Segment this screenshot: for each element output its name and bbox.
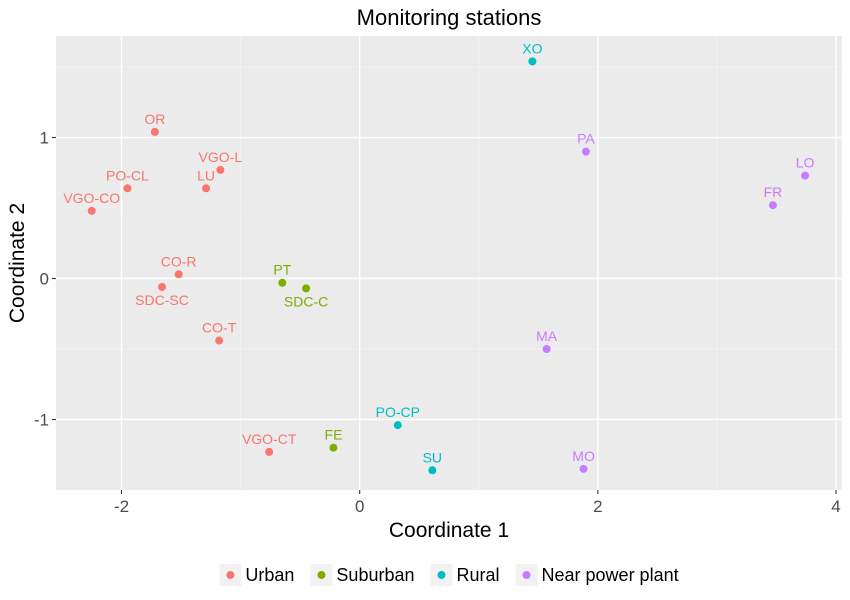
point-labels: OR VGO-L PO-CL LU VGO-CO CO-R SDC-SC CO-T VGO-CT…: [63, 40, 814, 465]
data-point-lo: [801, 171, 810, 180]
point-label-xo: XO: [522, 40, 542, 56]
point-label-fr: FR: [764, 184, 783, 200]
data-point-sdc-c: [302, 284, 311, 293]
data-point-lu: [202, 184, 211, 193]
data-point-co-t: [215, 336, 224, 345]
point-label-sdc-sc: SDC-SC: [135, 292, 189, 308]
plot-panel: [56, 36, 842, 490]
data-points: [87, 57, 810, 475]
x-axis-title: Coordinate 1: [389, 519, 509, 542]
data-point-fr: [768, 201, 777, 210]
point-label-po-cp: PO-CP: [376, 404, 420, 420]
point-label-co-t: CO-T: [202, 320, 237, 336]
data-point-mo: [579, 464, 588, 473]
data-point-su: [428, 466, 437, 475]
point-label-vgo-l: VGO-L: [199, 149, 243, 165]
x-tick-label: 2: [593, 497, 602, 516]
minor-gridlines: [56, 36, 842, 490]
data-point-pt: [278, 278, 287, 287]
legend-marker-near-power-plant: [522, 571, 531, 579]
point-label-or: OR: [144, 111, 165, 127]
data-point-ma: [542, 345, 551, 354]
x-tick-label: 0: [355, 497, 364, 516]
point-label-pa: PA: [577, 131, 595, 147]
data-point-vgo-co: [87, 206, 96, 215]
x-tick-label: -2: [114, 497, 129, 516]
data-point-xo: [528, 57, 537, 66]
data-point-co-r: [174, 270, 183, 279]
x-tick-label: 4: [831, 497, 840, 516]
point-label-lo: LO: [796, 155, 815, 171]
legend-marker-suburban: [317, 571, 326, 579]
legend-label-rural: Rural: [457, 565, 500, 585]
data-point-sdc-sc: [157, 282, 166, 291]
point-label-po-cl: PO-CL: [106, 167, 149, 183]
data-point-vgo-ct: [265, 447, 274, 456]
legend-label-urban: Urban: [245, 565, 294, 585]
axis-ticks: -2 0 2 4 -1 0 1: [34, 129, 841, 516]
data-point-vgo-l: [216, 165, 225, 174]
point-label-co-r: CO-R: [161, 253, 197, 269]
data-point-po-cp: [393, 421, 402, 430]
data-point-pa: [581, 147, 590, 156]
major-gridlines: [56, 36, 842, 490]
legend-marker-urban: [226, 571, 235, 579]
y-tick-label: 0: [40, 270, 49, 289]
point-label-vgo-co: VGO-CO: [63, 190, 120, 206]
legend-marker-rural: [437, 571, 446, 579]
y-tick-label: -1: [34, 411, 49, 430]
legend-label-suburban: Suburban: [336, 565, 414, 585]
point-label-vgo-ct: VGO-CT: [242, 431, 297, 447]
point-label-fe: FE: [325, 427, 343, 443]
point-label-sdc-c: SDC-C: [284, 293, 328, 309]
y-axis-title: Coordinate 2: [6, 203, 29, 323]
data-point-or: [150, 127, 159, 136]
y-tick-label: 1: [40, 129, 49, 148]
point-label-lu: LU: [197, 167, 215, 183]
legend: Urban Suburban Rural Near power plant: [219, 564, 679, 586]
point-label-ma: MA: [536, 328, 558, 344]
point-label-pt: PT: [273, 262, 291, 278]
legend-label-near-power-plant: Near power plant: [542, 565, 679, 585]
data-point-po-cl: [123, 184, 132, 193]
data-point-fe: [329, 443, 338, 452]
chart-title: Monitoring stations: [357, 5, 542, 30]
point-label-su: SU: [423, 449, 442, 465]
point-label-mo: MO: [572, 448, 595, 464]
